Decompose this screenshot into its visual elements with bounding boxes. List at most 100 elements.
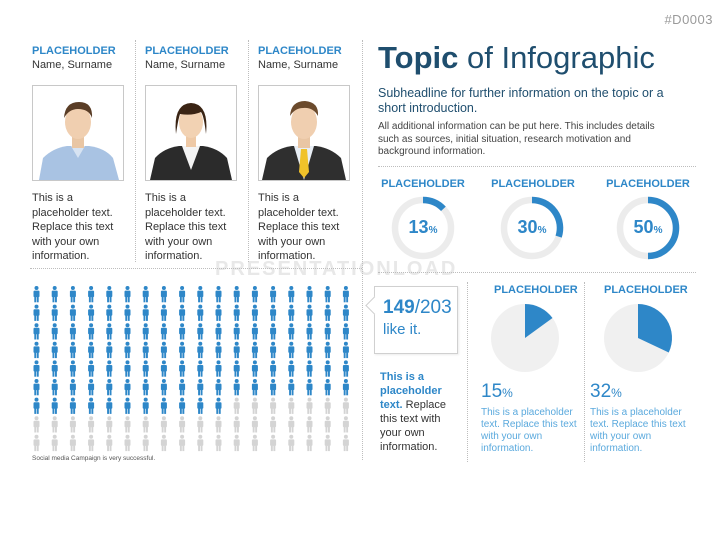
person-icon bbox=[69, 286, 76, 303]
person-icon bbox=[33, 323, 40, 340]
person-icon bbox=[124, 434, 131, 452]
person-icon bbox=[251, 397, 258, 414]
divider bbox=[467, 282, 468, 462]
person-icon bbox=[251, 286, 258, 303]
person-icon bbox=[251, 304, 258, 321]
person-icon bbox=[106, 323, 113, 340]
person-icon bbox=[179, 360, 186, 377]
person-icon bbox=[51, 416, 58, 433]
person-icon bbox=[306, 341, 313, 359]
person-icon bbox=[342, 434, 349, 452]
profile-role: PLACEHOLDER bbox=[32, 45, 116, 57]
person-icon bbox=[233, 434, 240, 452]
divider bbox=[378, 166, 696, 167]
person-icon bbox=[160, 341, 167, 359]
person-icon bbox=[124, 379, 131, 396]
person-icon bbox=[160, 360, 167, 377]
profile-role: PLACEHOLDER bbox=[145, 45, 229, 57]
divider bbox=[584, 282, 585, 462]
subheadline: Subheadline for further information on t… bbox=[378, 86, 664, 115]
person-icon bbox=[342, 397, 349, 414]
slide-id: #D0003 bbox=[664, 12, 713, 27]
person-icon bbox=[306, 397, 313, 414]
pie-label: PLACEHOLDER bbox=[494, 284, 578, 296]
person-icon bbox=[251, 416, 258, 433]
person-icon bbox=[69, 434, 76, 452]
ring-label: PLACEHOLDER bbox=[606, 178, 690, 190]
person-icon bbox=[124, 397, 131, 414]
divider bbox=[378, 272, 696, 273]
person-icon bbox=[215, 416, 222, 433]
person-icon bbox=[197, 379, 204, 396]
person-icon bbox=[33, 360, 40, 377]
person-icon bbox=[88, 434, 95, 452]
person-icon bbox=[324, 360, 331, 377]
page-title: Topic of Infographic bbox=[378, 40, 655, 76]
person-icon bbox=[197, 434, 204, 452]
person-icon bbox=[106, 304, 113, 321]
person-icon bbox=[324, 379, 331, 396]
ring-value: 50% bbox=[633, 217, 663, 237]
person-icon bbox=[306, 360, 313, 377]
person-icon bbox=[342, 360, 349, 377]
person-icon bbox=[197, 323, 204, 340]
divider bbox=[30, 268, 362, 269]
person-icon bbox=[69, 341, 76, 359]
person-icon bbox=[197, 416, 204, 433]
profile-card-2: PLACEHOLDER Name, Surname This is a plac… bbox=[145, 45, 245, 262]
person-icon bbox=[51, 379, 58, 396]
person-icon bbox=[251, 379, 258, 396]
person-icon bbox=[179, 286, 186, 303]
person-icon bbox=[51, 341, 58, 359]
person-icon bbox=[124, 341, 131, 359]
profile-text: This is a placeholder text. Replace this… bbox=[258, 192, 340, 262]
person-icon bbox=[324, 304, 331, 321]
person-icon bbox=[142, 360, 149, 377]
person-icon bbox=[306, 304, 313, 321]
person-icon bbox=[33, 379, 40, 396]
person-icon bbox=[179, 304, 186, 321]
person-icon bbox=[33, 286, 40, 303]
ring-label: PLACEHOLDER bbox=[491, 178, 575, 190]
person-icon bbox=[33, 416, 40, 433]
person-icon bbox=[33, 341, 40, 359]
divider bbox=[362, 40, 363, 460]
person-icon bbox=[51, 323, 58, 340]
person-icon bbox=[51, 360, 58, 377]
person-icon bbox=[124, 416, 131, 433]
ring-label: PLACEHOLDER bbox=[381, 178, 465, 190]
person-icon bbox=[69, 416, 76, 433]
pie-value: 15% bbox=[481, 381, 513, 402]
person-icon bbox=[197, 341, 204, 359]
person-icon bbox=[160, 323, 167, 340]
person-icon bbox=[270, 304, 277, 321]
pie-text: This is a placeholder text. Replace this… bbox=[481, 407, 577, 454]
profile-card-3: PLACEHOLDER Name, Surname This is a plac… bbox=[258, 45, 358, 262]
title-rest: of Infographic bbox=[458, 40, 655, 75]
person-icon bbox=[179, 434, 186, 452]
person-icon bbox=[306, 416, 313, 433]
people-icon-grid bbox=[33, 286, 349, 452]
person-icon bbox=[124, 304, 131, 321]
person-icon bbox=[51, 304, 58, 321]
ring-value: 13% bbox=[408, 217, 438, 237]
person-icon bbox=[251, 434, 258, 452]
person-icon bbox=[342, 286, 349, 303]
person-icon bbox=[106, 379, 113, 396]
person-icon bbox=[51, 397, 58, 414]
person-icon bbox=[324, 286, 331, 303]
title-bold: Topic bbox=[378, 40, 459, 75]
person-icon bbox=[342, 323, 349, 340]
person-icon bbox=[33, 434, 40, 452]
person-icon bbox=[233, 379, 240, 396]
person-icon bbox=[106, 434, 113, 452]
profile-role: PLACEHOLDER bbox=[258, 45, 342, 57]
person-icon bbox=[342, 379, 349, 396]
person-icon bbox=[179, 323, 186, 340]
person-icon bbox=[179, 397, 186, 414]
profile-name: Name, Surname bbox=[145, 59, 226, 71]
person-icon bbox=[106, 341, 113, 359]
pie-slice bbox=[525, 304, 553, 338]
person-icon bbox=[142, 379, 149, 396]
